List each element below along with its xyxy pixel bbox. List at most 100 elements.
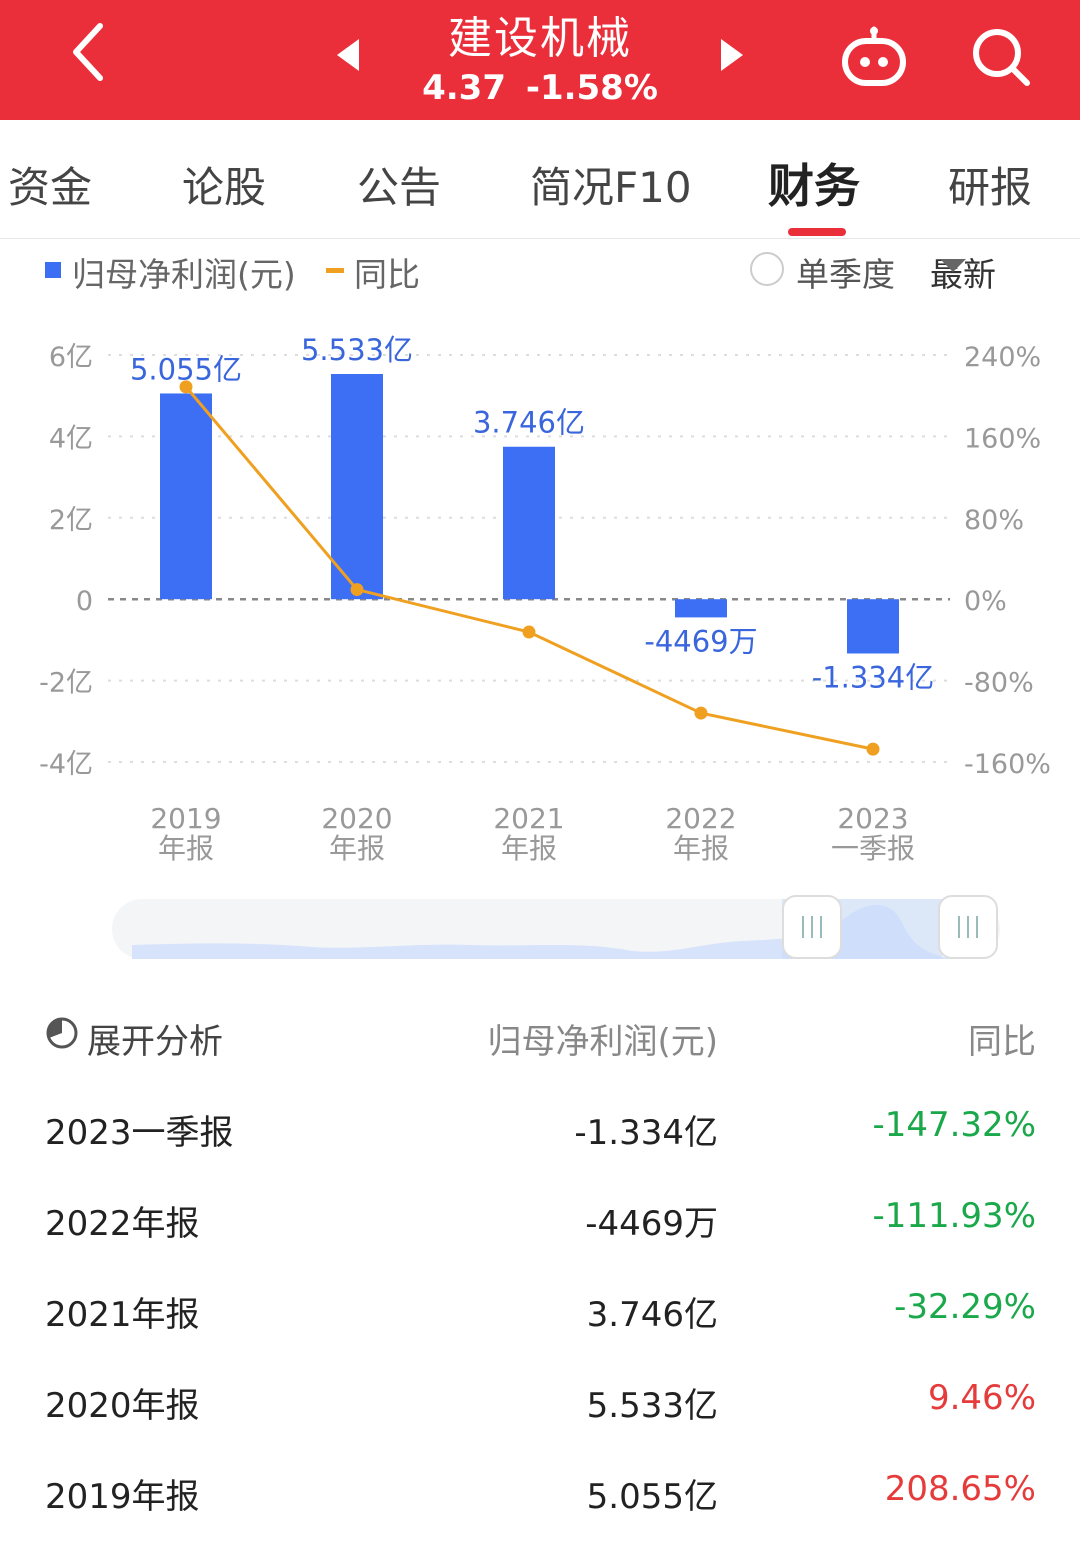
bar [160, 393, 212, 600]
yoy-point [522, 625, 536, 639]
triangle-right-icon [721, 39, 743, 71]
robot-button[interactable] [836, 22, 912, 92]
row-value: 3.746亿 [586, 1295, 718, 1335]
row-period: 2019年报 [45, 1477, 200, 1517]
row-value: -1.334亿 [574, 1113, 718, 1153]
quarter-toggle-label: 单季度 [796, 255, 895, 294]
bar-value-label: -4469万 [644, 624, 757, 658]
row-yoy: 208.65% [884, 1469, 1036, 1509]
stock-price: 4.37 [422, 68, 506, 108]
bar-value-label: 5.533亿 [301, 333, 413, 367]
y-right-tick-label: 80% [964, 505, 1024, 536]
expand-analysis-label: 展开分析 [87, 1022, 223, 1062]
x-tick-label-year: 2020 [321, 802, 392, 835]
yoy-column-header: 同比 [968, 1022, 1036, 1062]
bar-legend-swatch [45, 262, 61, 278]
row-value: 5.055亿 [586, 1477, 718, 1517]
prev-stock-button[interactable] [326, 30, 370, 80]
x-tick-label-period: 年报 [158, 832, 214, 865]
stock-quote: 4.37 -1.58% [340, 68, 740, 108]
line-legend-label: 同比 [354, 255, 420, 294]
triangle-left-icon [337, 39, 359, 71]
table-row[interactable]: 2019年报 5.055亿 208.65% [0, 1469, 1080, 1559]
row-period: 2022年报 [45, 1204, 200, 1244]
y-left-tick-label: -4亿 [39, 749, 93, 780]
row-yoy: -111.93% [872, 1196, 1036, 1236]
search-button[interactable] [966, 22, 1036, 92]
y-right-tick-label: -80% [964, 668, 1034, 699]
table-row[interactable]: 2020年报 5.533亿 9.46% [0, 1378, 1080, 1468]
robot-icon [842, 26, 906, 86]
back-button[interactable] [56, 20, 120, 84]
y-right-tick-label: 160% [964, 423, 1041, 454]
chevron-left-icon [73, 23, 103, 81]
slider-track [112, 899, 1000, 959]
tab-announcement[interactable]: 公告 [357, 163, 442, 212]
bar [331, 374, 383, 600]
y-left-tick-label: 2亿 [49, 505, 93, 536]
row-yoy: -147.32% [872, 1105, 1036, 1145]
row-yoy: -32.29% [894, 1287, 1036, 1327]
chart-range-slider[interactable] [112, 895, 1000, 963]
x-tick-label-year: 2019 [150, 802, 221, 835]
search-icon [973, 29, 1030, 86]
grip-icon [802, 916, 822, 938]
x-tick-label-year: 2021 [493, 802, 564, 835]
row-value: -4469万 [585, 1204, 718, 1244]
bar [847, 599, 899, 654]
profit-chart: 6亿 240% 4亿 160% 2亿 80% 0 0% -2亿 -80% -4亿 -160% 5.055… [39, 333, 1051, 865]
row-yoy: 9.46% [927, 1378, 1036, 1418]
sort-dropdown[interactable]: 最新 [930, 248, 996, 294]
x-tick-label-period: 年报 [501, 832, 557, 865]
y-left-tick-label: 6亿 [49, 342, 93, 373]
sort-dropdown-label: 最新 [930, 255, 996, 294]
yoy-point [179, 380, 193, 394]
row-period: 2020年报 [45, 1386, 200, 1426]
bar-value-label: 3.746亿 [473, 406, 585, 440]
tab-research[interactable]: 研报 [948, 163, 1033, 212]
table-row[interactable]: 2022年报 -4469万 -111.93% [0, 1196, 1080, 1286]
bar-value-label: -1.334亿 [812, 660, 935, 694]
top-bar: 建设机械 4.37 -1.58% [0, 0, 1080, 120]
tab-bar: 资金 论股 公告 简况F10 财务 研报 [0, 120, 1080, 239]
x-tick-label-year: 2023 [837, 802, 908, 835]
table-row[interactable]: 2023一季报 -1.334亿 -147.32% [0, 1105, 1080, 1195]
slider-left-handle[interactable] [782, 895, 842, 959]
row-period: 2021年报 [45, 1295, 200, 1335]
y-right-tick-label: 0% [964, 586, 1007, 617]
grip-icon [958, 916, 978, 938]
yoy-point [866, 742, 880, 756]
tab-discussion[interactable]: 论股 [182, 163, 267, 212]
line-legend-swatch [326, 268, 344, 273]
tab-finance[interactable]: 财务 [768, 159, 860, 213]
caret-down-icon [940, 259, 966, 272]
active-tab-indicator [788, 228, 846, 236]
y-right-tick-label: 240% [964, 342, 1041, 373]
table-row[interactable]: 2021年报 3.746亿 -32.29% [0, 1287, 1080, 1377]
bar [503, 446, 555, 600]
y-right-tick-label: -160% [964, 749, 1051, 780]
stock-change: -1.58% [525, 68, 658, 108]
y-left-tick-label: 4亿 [49, 423, 93, 454]
pie-chart-icon [46, 1017, 78, 1048]
value-column-header: 归母净利润(元) [487, 1022, 718, 1062]
row-period: 2023一季报 [45, 1113, 234, 1153]
tab-f10[interactable]: 简况F10 [530, 163, 692, 212]
slider-right-handle[interactable] [938, 895, 998, 959]
x-tick-label-year: 2022 [665, 802, 736, 835]
yoy-point [694, 706, 708, 720]
yoy-point [350, 583, 364, 597]
expand-analysis-button[interactable]: 展开分析 [45, 1014, 223, 1062]
row-value: 5.533亿 [586, 1386, 718, 1426]
tab-funds[interactable]: 资金 [8, 163, 93, 212]
x-tick-label-period: 一季报 [831, 832, 915, 865]
stock-title: 建设机械 [448, 13, 632, 64]
bar-value-label: 5.055亿 [130, 352, 242, 386]
bar-legend-label: 归母净利润(元) [72, 255, 296, 294]
bar [675, 599, 727, 618]
x-tick-label-period: 年报 [329, 832, 385, 865]
chart-legend: 归母净利润(元) 同比 单季度 最新 [0, 248, 1080, 298]
next-stock-button[interactable] [710, 30, 754, 80]
radio-circle-icon [750, 252, 784, 286]
x-tick-label-period: 年报 [673, 832, 729, 865]
